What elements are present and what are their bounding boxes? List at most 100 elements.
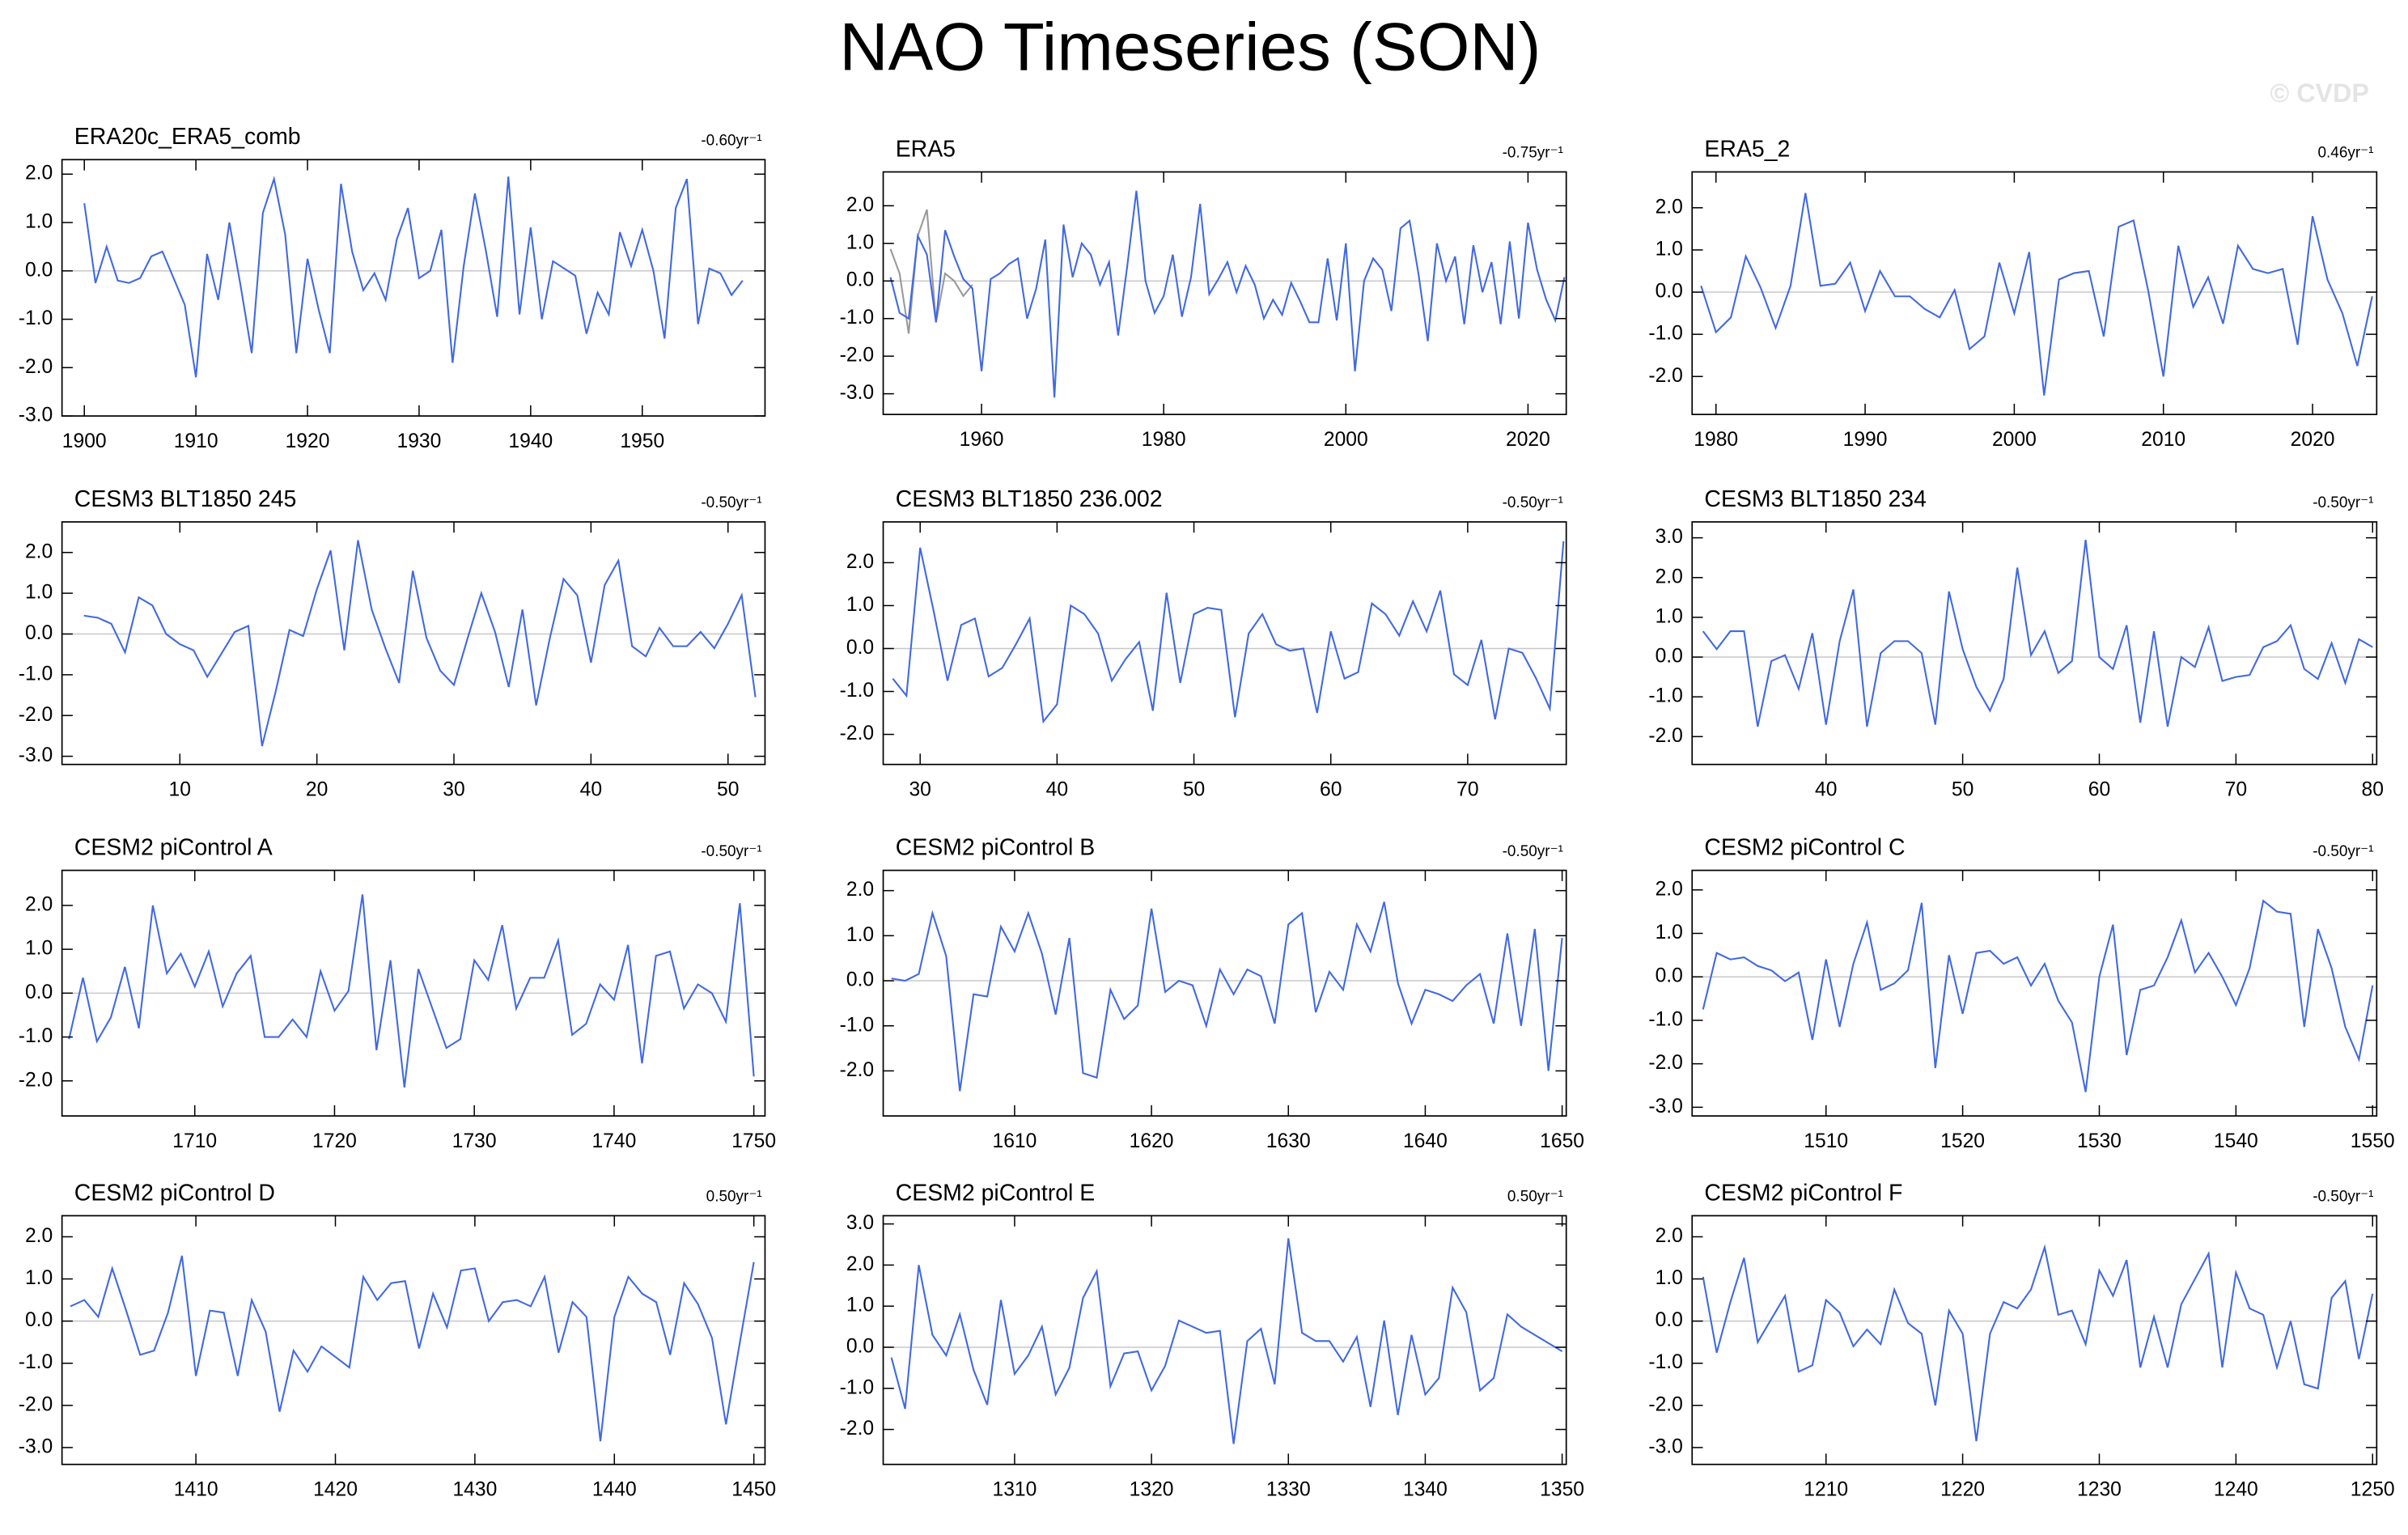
plot-frame <box>1691 171 2378 416</box>
plot-frame <box>1691 1215 2378 1465</box>
panel-title: CESM2 piControl D <box>74 1180 275 1206</box>
plot-frame <box>61 159 766 417</box>
panel-title: ERA5 <box>896 136 956 162</box>
x-tick-label: 1250 <box>2351 1479 2395 1501</box>
panel-title: CESM2 piControl C <box>1704 835 1905 861</box>
x-tick-label: 1320 <box>1130 1479 1174 1501</box>
x-tick-label: 20 <box>306 778 328 800</box>
y-tick-label: 0.0 <box>846 1335 874 1357</box>
x-tick-label: 2000 <box>1324 429 1368 451</box>
x-tick-label: 1940 <box>508 430 553 452</box>
series-line <box>889 190 1566 398</box>
x-tick-label: 40 <box>1046 778 1068 800</box>
x-tick-label: 2020 <box>2291 429 2335 451</box>
x-tick-label: 1710 <box>172 1130 217 1152</box>
y-tick-label: 0.0 <box>25 982 53 1003</box>
x-tick-label: 1950 <box>620 430 664 452</box>
y-tick-label: -2.0 <box>19 1393 53 1415</box>
y-tick-label: -2.0 <box>1648 365 1683 387</box>
x-tick-label: 1720 <box>312 1130 357 1152</box>
x-tick-label: 30 <box>443 778 464 800</box>
x-tick-label: 1210 <box>1804 1479 1848 1501</box>
trend-label: -0.50yr⁻¹ <box>2313 843 2373 860</box>
series-line <box>889 209 973 334</box>
y-tick-label: 2.0 <box>1656 196 1683 218</box>
x-tick-label: 1610 <box>993 1130 1037 1152</box>
y-tick-label: 0.0 <box>1656 646 1683 668</box>
y-tick-label: 1.0 <box>1656 605 1683 627</box>
x-tick-label: 2010 <box>2141 429 2185 451</box>
series-line <box>68 894 755 1088</box>
y-tick-label: -2.0 <box>19 704 53 726</box>
x-tick-label: 1730 <box>452 1130 497 1152</box>
x-tick-label: 2020 <box>1506 429 1550 451</box>
y-tick-label: -3.0 <box>19 1435 53 1457</box>
y-tick-label: -2.0 <box>19 356 53 378</box>
y-tick-label: 2.0 <box>1656 1225 1683 1247</box>
y-tick-label: 2.0 <box>25 893 53 915</box>
y-tick-label: -1.0 <box>840 1014 875 1036</box>
y-tick-label: 0.0 <box>846 269 874 291</box>
x-tick-label: 1540 <box>2214 1130 2258 1152</box>
y-tick-label: 2.0 <box>1656 566 1683 587</box>
y-tick-label: -2.0 <box>840 1059 875 1081</box>
series-line <box>891 901 1563 1092</box>
panel-title: CESM2 piControl B <box>896 835 1096 861</box>
x-tick-label: 30 <box>909 778 931 800</box>
plot-frame <box>61 521 766 765</box>
series-line <box>83 540 757 747</box>
y-tick-label: 2.0 <box>25 163 53 184</box>
y-tick-label: 1.0 <box>25 938 53 960</box>
x-tick-label: 1430 <box>452 1479 497 1501</box>
y-tick-label: 0.0 <box>25 1309 53 1331</box>
panel-title: CESM3 BLT1850 236.002 <box>896 486 1163 512</box>
x-tick-label: 80 <box>2362 778 2384 800</box>
plot-frame <box>882 869 1567 1117</box>
trend-label: -0.50yr⁻¹ <box>1503 494 1563 511</box>
panel-title: CESM2 piControl F <box>1704 1180 1902 1206</box>
y-tick-label: -3.0 <box>19 405 53 426</box>
y-tick-label: 1.0 <box>25 211 53 233</box>
y-tick-label: -1.0 <box>19 307 53 329</box>
x-tick-label: 1980 <box>1142 429 1186 451</box>
series-line <box>1702 539 2373 727</box>
trend-label: 0.46yr⁻¹ <box>2318 145 2374 162</box>
x-tick-label: 40 <box>580 778 602 800</box>
y-tick-label: -3.0 <box>19 744 53 766</box>
y-tick-label: 3.0 <box>846 1212 874 1234</box>
x-tick-label: 1240 <box>2214 1479 2258 1501</box>
series-line <box>83 176 744 378</box>
series-line <box>1702 899 2374 1092</box>
y-tick-label: -1.0 <box>1648 1351 1683 1373</box>
x-tick-label: 1920 <box>286 430 330 452</box>
y-tick-label: 1.0 <box>1656 1267 1683 1289</box>
y-tick-label: -1.0 <box>840 680 875 702</box>
y-tick-label: -1.0 <box>1648 1008 1683 1030</box>
panel-title: CESM2 piControl E <box>896 1180 1096 1206</box>
y-tick-label: 0.0 <box>25 259 53 281</box>
x-tick-label: 10 <box>169 778 191 800</box>
y-tick-label: 1.0 <box>1656 922 1683 943</box>
panel-title: CESM3 BLT1850 245 <box>74 486 297 512</box>
trend-label: -0.50yr⁻¹ <box>1503 843 1563 860</box>
x-tick-label: 50 <box>1183 778 1205 800</box>
plot-frame <box>882 171 1567 416</box>
figure-title: NAO Timeseries (SON) <box>839 9 1541 85</box>
y-tick-label: 2.0 <box>846 1253 874 1275</box>
x-tick-label: 1900 <box>62 430 107 452</box>
y-tick-label: -3.0 <box>840 382 875 404</box>
y-tick-label: -1.0 <box>840 307 875 329</box>
x-tick-label: 60 <box>1320 778 1342 800</box>
y-tick-label: 2.0 <box>846 194 874 216</box>
x-tick-label: 1330 <box>1266 1479 1311 1501</box>
watermark: © CVDP <box>2270 78 2369 108</box>
x-tick-label: 1350 <box>1540 1479 1584 1501</box>
plot-frame <box>1691 869 2378 1117</box>
plot-frame <box>61 1215 766 1465</box>
y-tick-label: 2.0 <box>25 541 53 562</box>
y-tick-label: -3.0 <box>1648 1096 1683 1117</box>
trend-label: -0.50yr⁻¹ <box>2313 494 2373 511</box>
y-tick-label: 1.0 <box>1656 238 1683 260</box>
x-tick-label: 60 <box>2088 778 2110 800</box>
